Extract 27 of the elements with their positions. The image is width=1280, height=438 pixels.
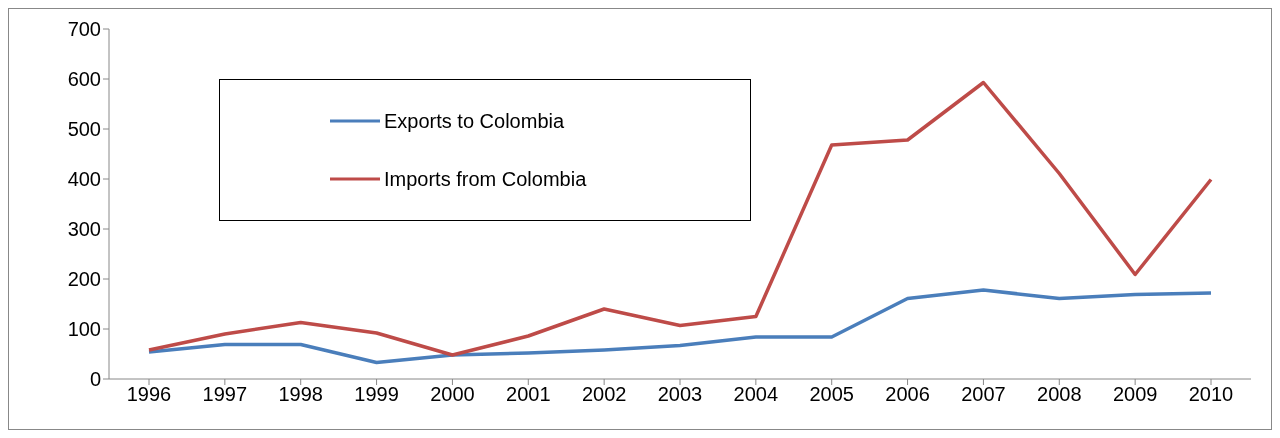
x-tick-label: 2003 — [657, 383, 703, 406]
x-tick-label: 2005 — [809, 383, 854, 406]
x-tick-label: 2009 — [1112, 383, 1158, 406]
x-tick-label: 2000 — [430, 383, 475, 406]
y-tick-label: 400 — [67, 168, 101, 191]
x-tick-label: 2004 — [733, 383, 779, 406]
x-tick-label: 2001 — [506, 383, 551, 406]
y-tick-label: 600 — [67, 68, 101, 91]
x-tick-label: 1997 — [202, 383, 248, 406]
x-tick-label: 2008 — [1037, 383, 1082, 406]
x-tick-label: 2010 — [1188, 383, 1234, 406]
x-tick-label: 2007 — [961, 383, 1006, 406]
line-series — [147, 80, 1213, 357]
y-tick-label: 200 — [67, 268, 101, 291]
line-series — [147, 288, 1213, 365]
y-tick-label: 100 — [67, 318, 101, 341]
legend-label: Exports to Colombia — [384, 109, 565, 133]
y-tick-label: 0 — [89, 368, 101, 391]
y-tick-label: 500 — [67, 118, 101, 141]
x-tick-label: 1998 — [278, 383, 323, 406]
y-tick-label: 700 — [67, 18, 101, 41]
legend-label: Imports from Colombia — [384, 167, 587, 191]
x-tick-label: 1996 — [126, 383, 172, 406]
x-tick-label: 1999 — [354, 383, 399, 406]
x-tick-label: 2002 — [581, 383, 627, 406]
x-tick-label: 2006 — [885, 383, 930, 406]
y-tick-label: 300 — [67, 218, 101, 241]
